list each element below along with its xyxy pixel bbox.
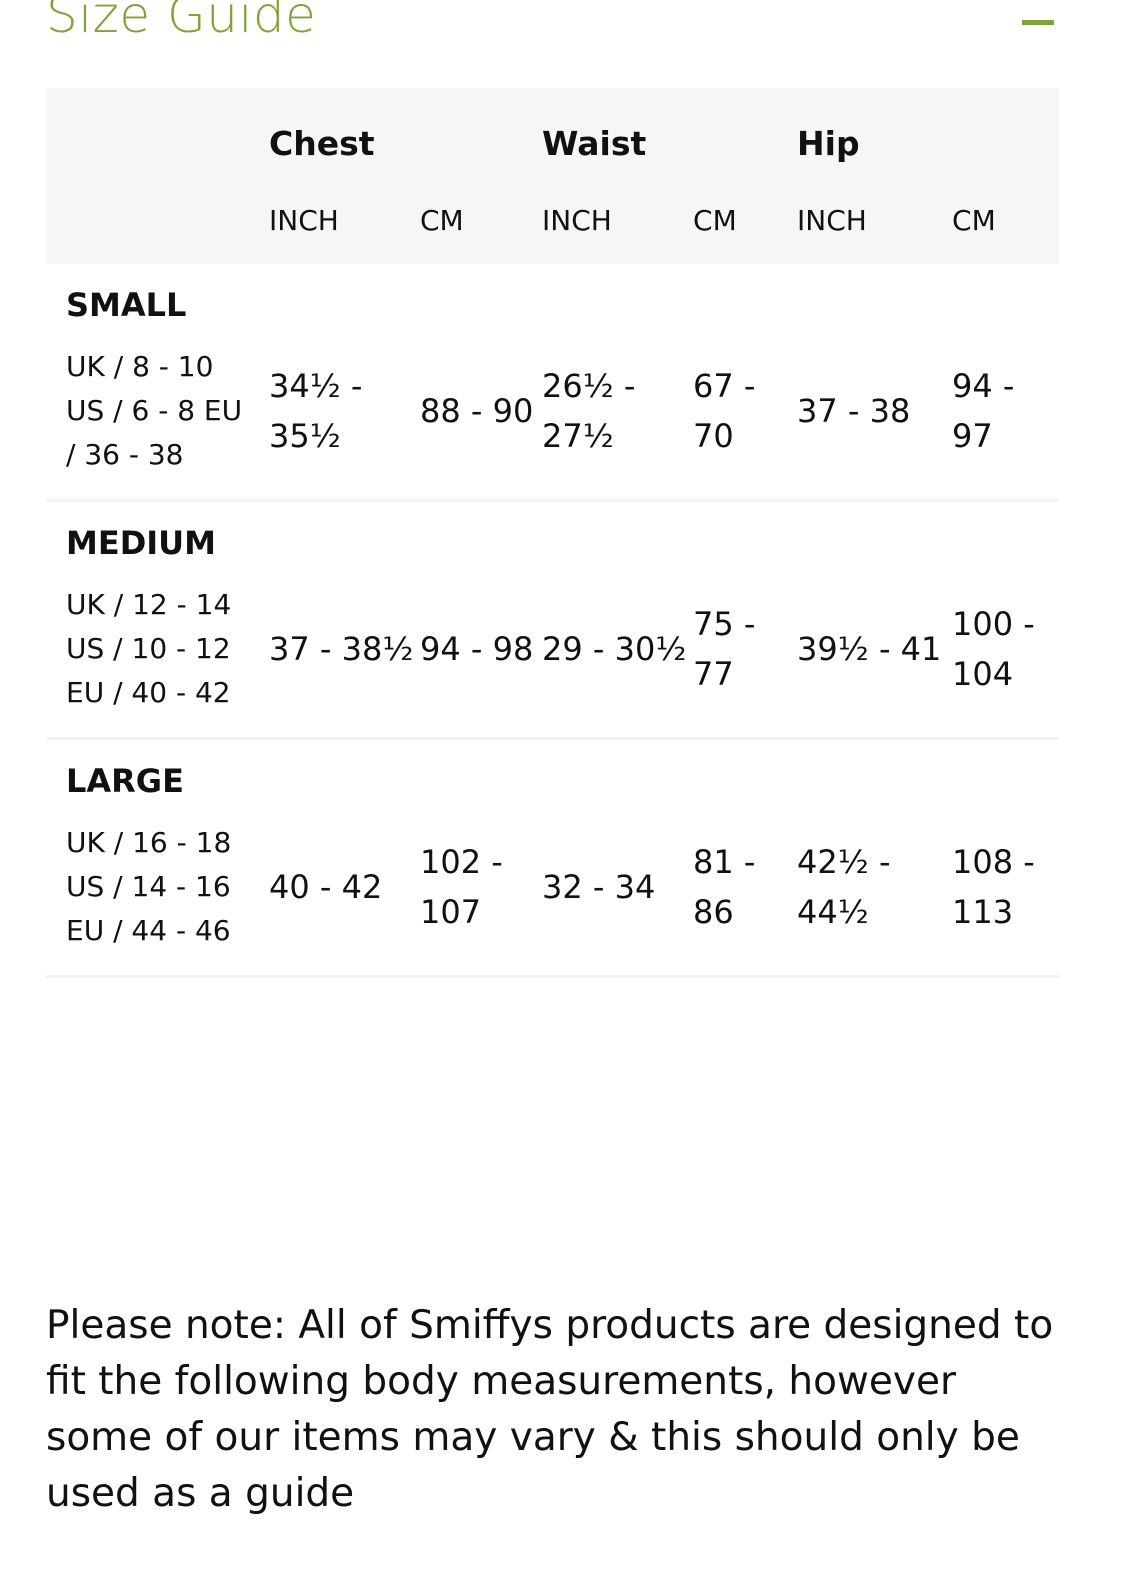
measurement-cell: 34½ - 35½ [269, 367, 363, 455]
unit-header: CM [420, 203, 464, 237]
size-heading-row: SMALL [46, 264, 1059, 344]
measurement-cell: 88 - 90 [420, 392, 534, 430]
measurement-cell: 67 - 70 [693, 367, 756, 455]
measurement-cell: 40 - 42 [269, 868, 383, 906]
measurement-cell: 108 - 113 [952, 843, 1035, 931]
measurement-cell: 42½ - 44½ [797, 843, 891, 931]
header-hip: Hip [797, 123, 860, 163]
measurement-cell: 81 - 86 [693, 843, 756, 931]
minus-icon[interactable] [1022, 20, 1054, 25]
size-table: Chest Waist Hip INCH CM INCH CM INCH CM … [46, 88, 1060, 978]
size-conversion-label: UK / 16 - 18 US / 14 - 16 EU / 44 - 46 [66, 826, 232, 947]
table-row: UK / 16 - 18 US / 14 - 16 EU / 44 - 46 40… [46, 820, 1060, 977]
size-name: SMALL [66, 286, 187, 324]
unit-header-row: INCH CM INCH CM INCH CM [46, 179, 1059, 264]
unit-header: CM [952, 203, 996, 237]
measurement-cell: 26½ - 27½ [542, 367, 636, 455]
size-name: MEDIUM [66, 524, 216, 562]
size-conversion-label: UK / 12 - 14 US / 10 - 12 EU / 40 - 42 [66, 588, 232, 709]
measurement-cell: 37 - 38 [797, 392, 911, 430]
size-note: Please note: All of Smiffys products are… [46, 1303, 1054, 1516]
measurement-cell: 75 - 77 [693, 605, 756, 693]
page-title: Size Guide [46, 0, 317, 44]
unit-header: INCH [797, 203, 867, 237]
header-waist: Waist [542, 123, 647, 163]
measurement-cell: 39½ - 41 [797, 630, 942, 668]
unit-header: INCH [269, 203, 339, 237]
group-header-row: Chest Waist Hip [46, 88, 1059, 179]
unit-header: CM [693, 203, 737, 237]
measurement-cell: 94 - 97 [952, 367, 1015, 455]
measurement-cell: 37 - 38½ [269, 630, 414, 668]
header-chest: Chest [269, 123, 375, 163]
unit-header: INCH [542, 203, 612, 237]
size-conversion-label: UK / 8 - 10 US / 6 - 8 EU / 36 - 38 [66, 350, 243, 471]
measurement-cell: 29 - 30½ [542, 630, 687, 668]
table-row: UK / 12 - 14 US / 10 - 12 EU / 40 - 42 37… [46, 582, 1060, 739]
size-name: LARGE [66, 762, 184, 800]
size-heading-row: LARGE [46, 739, 1059, 821]
measurement-cell: 102 - 107 [420, 843, 503, 931]
measurement-cell: 94 - 98 [420, 630, 534, 668]
size-heading-row: MEDIUM [46, 501, 1059, 583]
measurement-cell: 100 - 104 [952, 605, 1035, 693]
measurement-cell: 32 - 34 [542, 868, 656, 906]
table-row: UK / 8 - 10 US / 6 - 8 EU / 36 - 38 34½ -… [46, 344, 1060, 501]
